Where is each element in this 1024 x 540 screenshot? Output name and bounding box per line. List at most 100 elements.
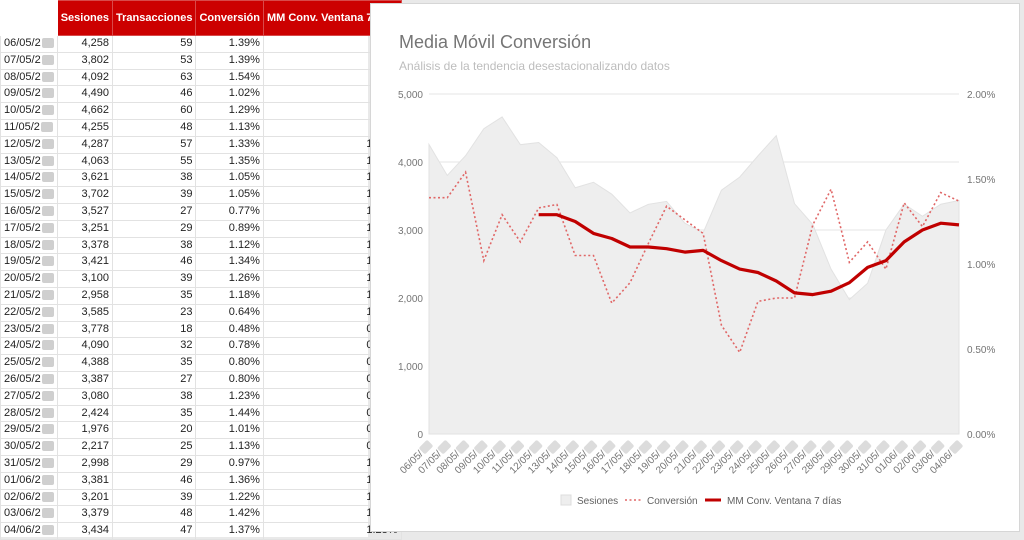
conversion-cell[interactable]: 1.33%: [195, 135, 264, 154]
date-cell[interactable]: 30/05/2: [0, 438, 58, 456]
transacciones-cell[interactable]: 48: [112, 118, 197, 137]
sesiones-cell[interactable]: 3,802: [56, 51, 114, 70]
date-cell[interactable]: 24/05/2: [0, 337, 58, 356]
sesiones-cell[interactable]: 4,090: [56, 337, 114, 356]
sesiones-cell[interactable]: 4,063: [56, 152, 114, 171]
conversion-cell[interactable]: 0.77%: [195, 202, 264, 221]
conversion-cell[interactable]: 1.54%: [195, 68, 264, 87]
sesiones-cell[interactable]: 1,976: [56, 421, 114, 440]
sesiones-cell[interactable]: 3,379: [56, 505, 114, 524]
conversion-cell[interactable]: 1.13%: [195, 118, 264, 137]
sesiones-cell[interactable]: 3,080: [56, 387, 114, 406]
series-sesiones-area[interactable]: [428, 116, 960, 435]
conversion-cell[interactable]: 0.80%: [195, 370, 264, 389]
transacciones-cell[interactable]: 46: [112, 85, 197, 104]
transacciones-cell[interactable]: 39: [112, 186, 197, 204]
sesiones-cell[interactable]: 3,527: [56, 202, 114, 221]
transacciones-cell[interactable]: 38: [112, 169, 197, 188]
date-cell[interactable]: 25/05/2: [0, 354, 58, 372]
date-cell[interactable]: 14/05/2: [0, 169, 58, 188]
date-cell[interactable]: 09/05/2: [0, 85, 58, 104]
date-cell[interactable]: 13/05/2: [0, 152, 58, 171]
conversion-cell[interactable]: 1.05%: [195, 186, 264, 204]
sesiones-cell[interactable]: 2,958: [56, 286, 114, 305]
date-cell[interactable]: 27/05/2: [0, 387, 58, 406]
conversion-cell[interactable]: 1.12%: [195, 236, 264, 255]
sesiones-cell[interactable]: 3,378: [56, 236, 114, 255]
sesiones-cell[interactable]: 4,092: [56, 68, 114, 87]
date-cell[interactable]: 17/05/2: [0, 219, 58, 238]
sesiones-cell[interactable]: 2,424: [56, 404, 114, 423]
transacciones-cell[interactable]: 35: [112, 286, 197, 305]
sesiones-cell[interactable]: 3,381: [56, 471, 114, 490]
conversion-cell[interactable]: 1.35%: [195, 152, 264, 171]
sesiones-cell[interactable]: 4,662: [56, 102, 114, 120]
transacciones-cell[interactable]: 63: [112, 68, 197, 87]
date-cell[interactable]: 10/05/2: [0, 102, 58, 120]
date-cell[interactable]: 03/06/2: [0, 505, 58, 524]
sesiones-cell[interactable]: 4,258: [56, 35, 114, 53]
conversion-cell[interactable]: 1.39%: [195, 51, 264, 70]
transacciones-cell[interactable]: 39: [112, 488, 197, 507]
date-cell[interactable]: 01/06/2: [0, 471, 58, 490]
transacciones-cell[interactable]: 57: [112, 135, 197, 154]
transacciones-cell[interactable]: 35: [112, 354, 197, 372]
chart-panel[interactable]: Media Móvil Conversión Análisis de la te…: [370, 3, 1020, 532]
legend-mm-conv-label[interactable]: MM Conv. Ventana 7 días: [727, 496, 841, 507]
date-cell[interactable]: 15/05/2: [0, 186, 58, 204]
date-cell[interactable]: 02/06/2: [0, 488, 58, 507]
sesiones-cell[interactable]: 4,255: [56, 118, 114, 137]
sesiones-cell[interactable]: 3,387: [56, 370, 114, 389]
transacciones-cell[interactable]: 53: [112, 51, 197, 70]
sesiones-cell[interactable]: 3,702: [56, 186, 114, 204]
header-transacciones[interactable]: Transacciones: [112, 0, 197, 36]
date-cell[interactable]: 26/05/2: [0, 370, 58, 389]
transacciones-cell[interactable]: 46: [112, 471, 197, 490]
sesiones-cell[interactable]: 3,201: [56, 488, 114, 507]
sesiones-cell[interactable]: 3,100: [56, 270, 114, 288]
conversion-cell[interactable]: 1.22%: [195, 488, 264, 507]
date-cell[interactable]: 31/05/2: [0, 454, 58, 473]
conversion-cell[interactable]: 1.18%: [195, 286, 264, 305]
date-cell[interactable]: 19/05/2: [0, 253, 58, 272]
conversion-cell[interactable]: 0.78%: [195, 337, 264, 356]
date-cell[interactable]: 20/05/2: [0, 270, 58, 288]
transacciones-cell[interactable]: 35: [112, 404, 197, 423]
transacciones-cell[interactable]: 18: [112, 320, 197, 339]
transacciones-cell[interactable]: 55: [112, 152, 197, 171]
transacciones-cell[interactable]: 25: [112, 438, 197, 456]
date-cell[interactable]: 12/05/2: [0, 135, 58, 154]
conversion-cell[interactable]: 1.36%: [195, 471, 264, 490]
sesiones-cell[interactable]: 3,621: [56, 169, 114, 188]
transacciones-cell[interactable]: 27: [112, 370, 197, 389]
sesiones-cell[interactable]: 3,778: [56, 320, 114, 339]
transacciones-cell[interactable]: 38: [112, 236, 197, 255]
transacciones-cell[interactable]: 32: [112, 337, 197, 356]
conversion-cell[interactable]: 1.39%: [195, 35, 264, 53]
date-cell[interactable]: 07/05/2: [0, 51, 58, 70]
conversion-cell[interactable]: 0.97%: [195, 454, 264, 473]
sesiones-cell[interactable]: 3,251: [56, 219, 114, 238]
conversion-cell[interactable]: 1.23%: [195, 387, 264, 406]
conversion-cell[interactable]: 1.44%: [195, 404, 264, 423]
transacciones-cell[interactable]: 46: [112, 253, 197, 272]
transacciones-cell[interactable]: 38: [112, 387, 197, 406]
date-cell[interactable]: 29/05/2: [0, 421, 58, 440]
transacciones-cell[interactable]: 59: [112, 35, 197, 53]
header-conversion[interactable]: Conversión: [195, 0, 264, 36]
transacciones-cell[interactable]: 29: [112, 219, 197, 238]
conversion-cell[interactable]: 1.29%: [195, 102, 264, 120]
conversion-cell[interactable]: 1.26%: [195, 270, 264, 288]
transacciones-cell[interactable]: 23: [112, 303, 197, 322]
series-mm-conv-line[interactable]: [538, 213, 960, 297]
conversion-cell[interactable]: 1.42%: [195, 505, 264, 524]
sesiones-cell[interactable]: 4,388: [56, 354, 114, 372]
legend-sesiones-label[interactable]: Sesiones: [577, 496, 618, 507]
transacciones-cell[interactable]: 27: [112, 202, 197, 221]
date-cell[interactable]: 08/05/2: [0, 68, 58, 87]
date-cell[interactable]: 18/05/2: [0, 236, 58, 255]
sesiones-cell[interactable]: 4,490: [56, 85, 114, 104]
transacciones-cell[interactable]: 48: [112, 505, 197, 524]
date-cell[interactable]: 11/05/2: [0, 118, 58, 137]
legend-conversion-label[interactable]: Conversión: [647, 496, 698, 507]
